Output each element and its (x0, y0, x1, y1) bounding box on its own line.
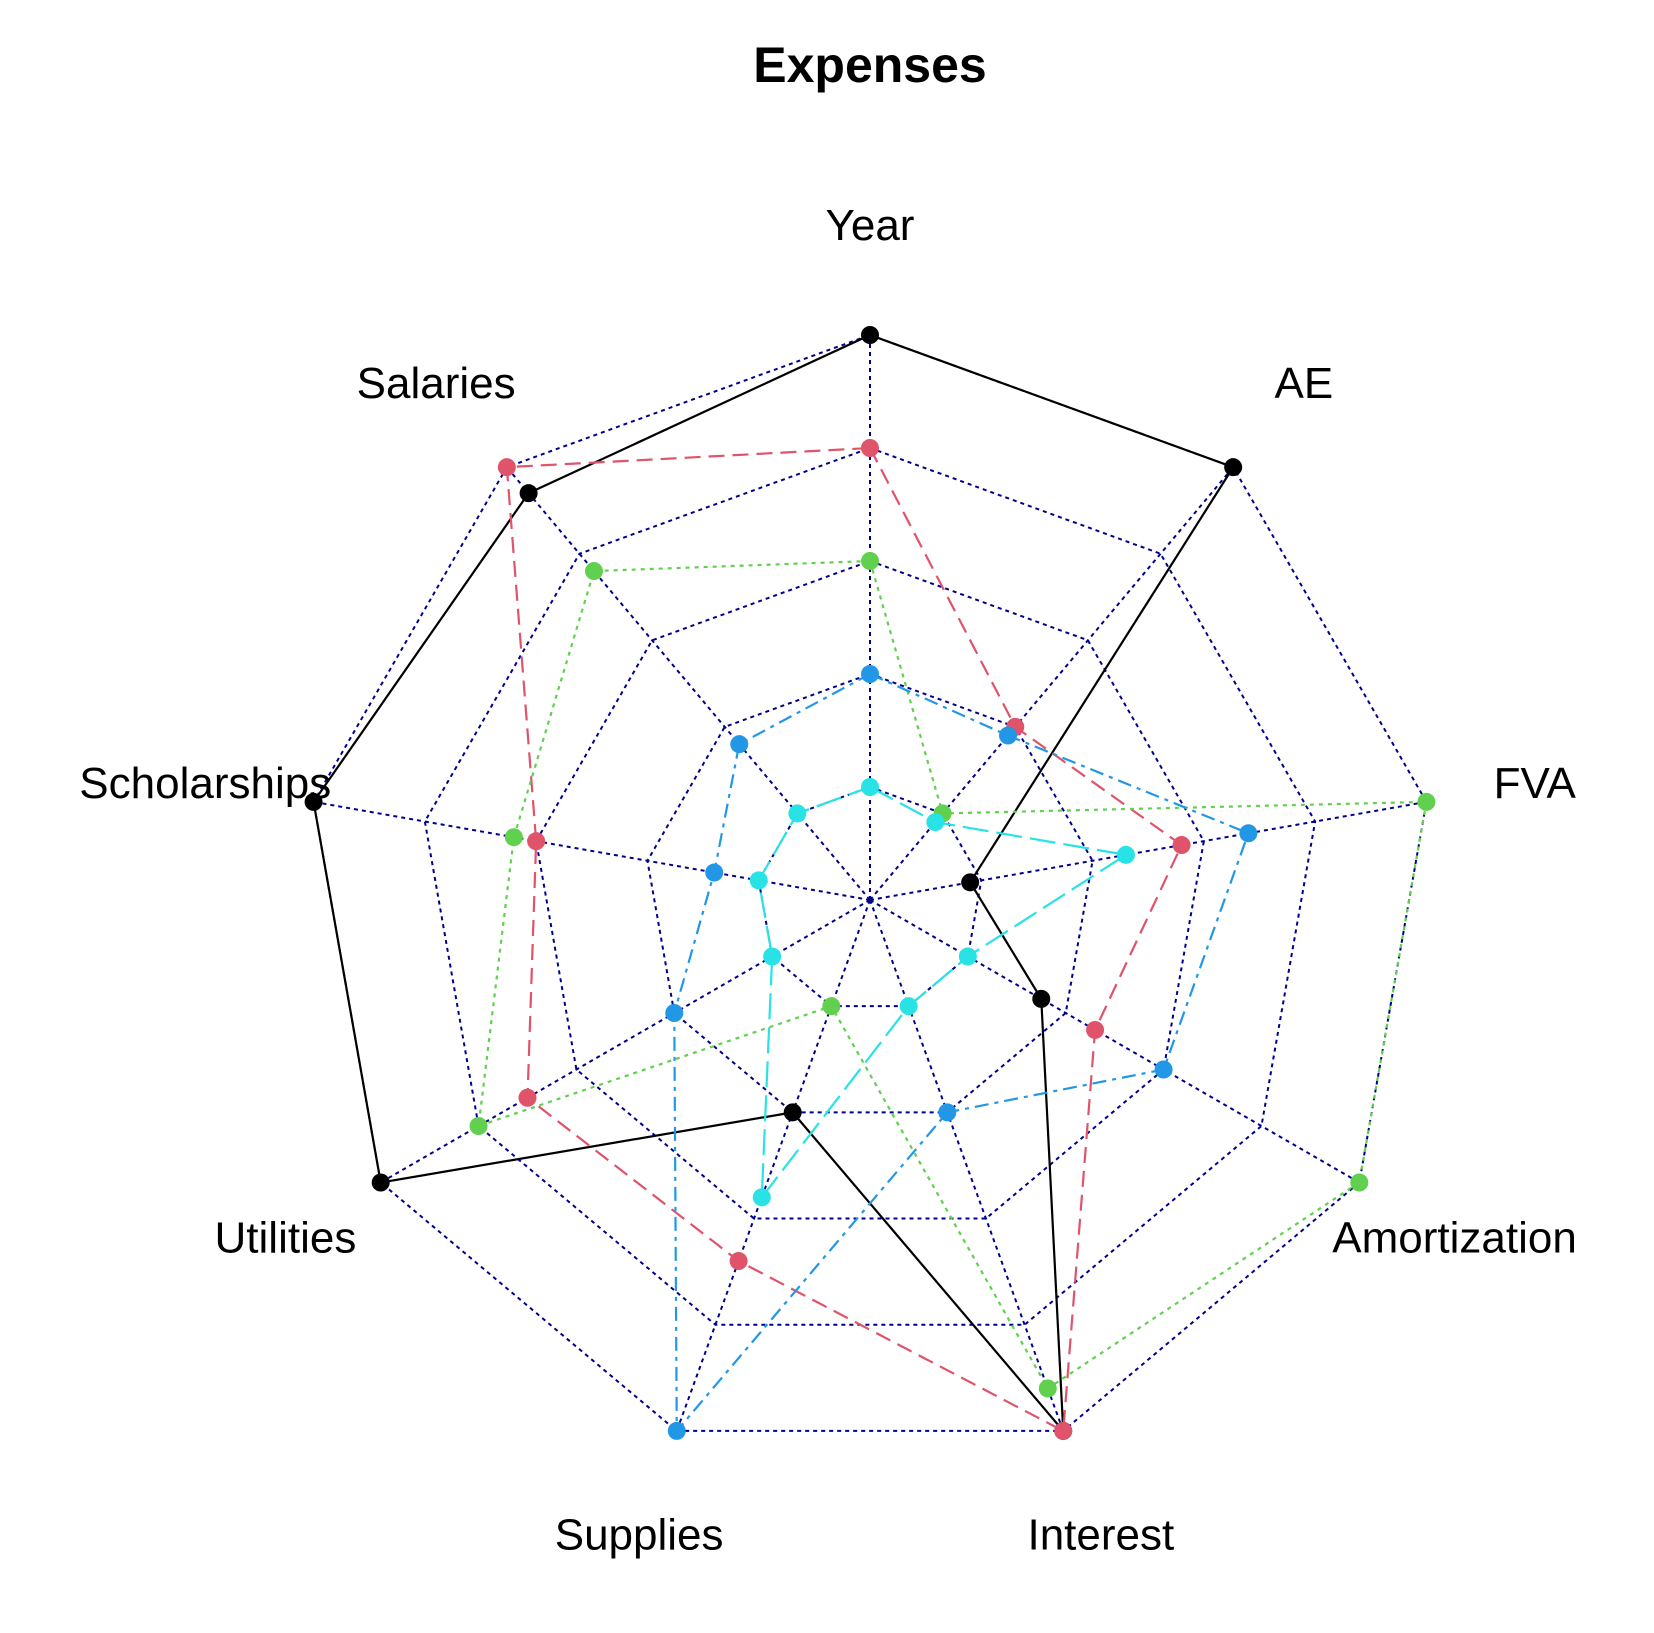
series-3-point-scholarships (504, 828, 523, 847)
series-4 (665, 665, 1258, 1440)
axis-label-fva: FVA (1494, 759, 1577, 808)
radar-series (304, 326, 1436, 1440)
series-5-point-utilities (763, 947, 782, 966)
series-2-point-fva (1172, 836, 1191, 855)
series-2-point-year (861, 439, 879, 457)
series-1-point-year (861, 326, 879, 344)
series-4-line (673, 672, 1250, 1434)
series-2-line (505, 446, 1183, 1433)
series-4-point-ae (999, 726, 1018, 745)
series-5-point-year (861, 778, 879, 796)
axis-label-salaries: Salaries (357, 359, 516, 408)
spoke-ae (869, 466, 1234, 901)
series-2-point-scholarships (527, 832, 546, 851)
series-1-point-fva (961, 873, 980, 892)
axis-label-interest: Interest (1027, 1510, 1174, 1559)
series-3-point-interest (1038, 1379, 1057, 1398)
series-5-point-salaries (788, 804, 807, 823)
series-2-point-amortization (1086, 1020, 1105, 1039)
series-4-point-amortization (1154, 1060, 1173, 1079)
series-5-line (757, 785, 1129, 1201)
series-4-point-salaries (730, 735, 749, 754)
series-3-line (477, 559, 1428, 1391)
series-1-point-salaries (519, 484, 538, 503)
series-3-point-supplies (822, 997, 841, 1016)
series-5-point-ae (926, 813, 945, 832)
spoke-amortization (869, 899, 1360, 1184)
series-3-point-year (861, 552, 879, 570)
series-1-point-amortization (1032, 989, 1051, 1008)
spoke-salaries (506, 466, 871, 901)
series-5-point-supplies (752, 1188, 771, 1207)
series-1-point-utilities (371, 1173, 390, 1192)
spoke-interest (869, 899, 1065, 1432)
series-4-point-year (861, 665, 879, 683)
series-4-point-utilities (665, 1004, 684, 1022)
axis-label-year: Year (826, 201, 915, 250)
axis-label-scholarships: Scholarships (79, 759, 331, 808)
series-5-point-amortization (958, 947, 977, 966)
spoke-supplies (675, 899, 871, 1432)
series-4-point-supplies (667, 1421, 686, 1440)
series-4-point-interest (938, 1103, 957, 1122)
series-4-point-fva (1239, 824, 1258, 843)
series-5-point-fva (1116, 845, 1135, 864)
series-1-point-supplies (783, 1103, 802, 1122)
series-5 (749, 778, 1135, 1207)
series-3-point-salaries (584, 562, 603, 581)
series-2-point-supplies (729, 1252, 748, 1271)
series-4-point-scholarships (705, 863, 724, 882)
series-3-point-amortization (1350, 1173, 1369, 1192)
grid-ring-3 (535, 559, 1205, 1220)
series-1-point-ae (1224, 458, 1243, 477)
series-5-point-scholarships (749, 871, 768, 890)
series-1-line (312, 333, 1235, 1435)
series-3-point-utilities (469, 1117, 488, 1135)
grid-ring-5 (312, 333, 1428, 1432)
chart-title: Expenses (753, 37, 986, 93)
axis-label-amortization: Amortization (1332, 1214, 1577, 1263)
series-2-point-utilities (518, 1088, 537, 1107)
series-2 (497, 439, 1191, 1440)
series-2-point-salaries (497, 458, 516, 477)
radar-grid (312, 333, 1428, 1432)
spoke-utilities (380, 899, 871, 1184)
axis-labels: Year AE FVA Amortization Interest Supplies Uti… (79, 201, 1577, 1559)
series-5-point-interest (899, 997, 918, 1016)
spoke-scholarships (313, 800, 871, 901)
axis-label-supplies: Supplies (555, 1510, 724, 1559)
series-3 (469, 552, 1436, 1398)
series-1-point-scholarships (304, 792, 323, 811)
series-2-point-interest (1054, 1421, 1073, 1440)
axis-label-ae: AE (1275, 359, 1334, 408)
axis-label-utilities: Utilities (215, 1214, 357, 1263)
series-3-point-fva (1417, 792, 1436, 811)
spoke-fva (869, 800, 1427, 901)
